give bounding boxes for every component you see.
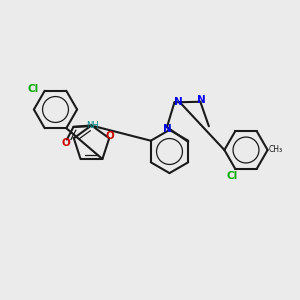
- Text: CH₃: CH₃: [269, 146, 283, 154]
- Text: O: O: [106, 131, 115, 141]
- Text: N: N: [164, 124, 172, 134]
- Text: N: N: [174, 97, 182, 107]
- Text: NH: NH: [86, 121, 99, 130]
- Text: Cl: Cl: [226, 171, 238, 181]
- Text: Cl: Cl: [28, 84, 39, 94]
- Text: N: N: [197, 95, 206, 105]
- Text: O: O: [61, 138, 70, 148]
